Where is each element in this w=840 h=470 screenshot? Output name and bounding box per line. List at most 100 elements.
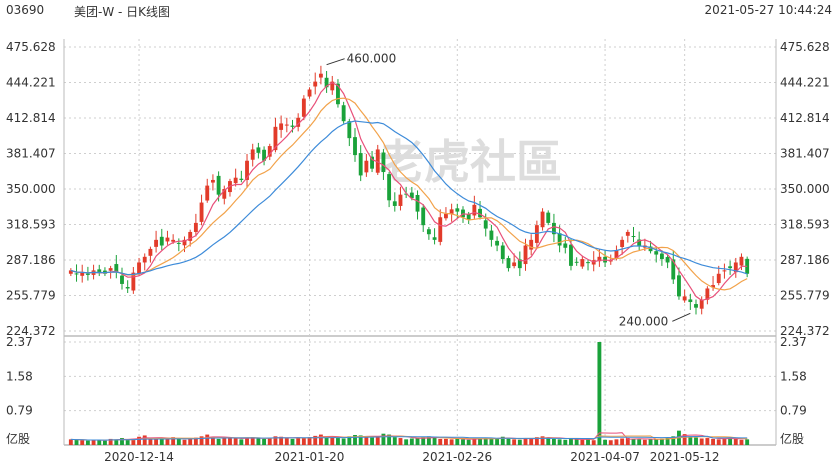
price-tick-label: 287.186 [780,253,830,267]
candle-body [688,299,693,303]
candle-body [318,73,323,78]
candle-body [625,231,630,236]
candle-body [637,239,642,246]
moving-average-lines [70,82,748,441]
volume-bar [120,438,124,445]
candle-body [80,272,85,276]
candle-body [671,259,676,280]
volume-bar [341,438,346,445]
candle-body [614,250,619,259]
candle-body [409,192,414,199]
ma5-line [70,82,748,302]
volume-bar [267,438,272,445]
candle-body [239,178,244,180]
volume-bar [426,436,431,445]
candle-body [114,264,119,272]
volume-bar [176,438,181,445]
volume-bar [318,434,323,445]
volume-bar [108,438,113,445]
candle-body [677,275,681,297]
candle-body [586,262,590,264]
volume-bar [546,437,551,445]
date-tick-label: 2021-04-07 [570,450,640,464]
volume-bar [614,439,619,445]
price-tick-label: 381.407 [6,147,56,161]
volume-bar [444,438,448,445]
volume-bar [455,438,460,445]
candle-body [694,304,698,308]
candle-body [199,202,204,222]
volume-bar [432,437,437,445]
candle-body [648,246,653,252]
volume-unit-label: 亿股 [780,431,804,446]
candle-body [444,213,448,219]
volume-bar [580,439,585,445]
candle-body [517,259,522,269]
volume-bar [74,439,79,445]
price-tick-label: 318.593 [6,218,56,232]
volume-bar [586,439,590,445]
volume-bar [193,437,198,445]
volume-bar [631,438,636,445]
volume-bar [375,436,380,445]
price-tick-label: 224.372 [6,324,56,338]
candle-body [665,257,670,263]
volume-bar [239,439,244,445]
volume-bar [705,438,710,445]
volume-bar [563,439,568,445]
volume-bar [165,438,170,445]
volume-bar [91,440,96,445]
volume-tick-label: 0.79 [780,404,807,418]
volume-bar [637,439,642,445]
volume-bar [210,437,215,445]
volume-bar [569,438,573,445]
candle-body [699,299,704,309]
candle-body [262,149,267,161]
price-tick-label: 444.221 [6,76,56,90]
volume-bar [216,438,221,445]
candle-body [313,81,318,87]
volume-tick-label: 2.37 [780,335,807,349]
high-label: 460.000 [347,52,397,66]
volume-bar [381,433,386,445]
volume-tick-label: 1.58 [6,369,33,383]
candle-body [370,156,374,169]
volume-bar [313,435,318,445]
volume-bar [222,438,227,445]
volume-bar [182,439,187,445]
candle-body [279,123,284,130]
volume-bar [682,434,687,445]
candle-body [267,146,272,157]
candle-body [148,248,153,256]
volume-bar [330,437,335,445]
volume-bar [733,438,738,445]
volume-bar [472,438,477,445]
candle-body [540,211,545,228]
candle-body [205,185,210,201]
candle-body [154,239,159,247]
candle-body [631,236,636,238]
date-tick-label: 2021-05-12 [650,450,720,464]
candle-body [245,160,249,180]
candle-body [574,261,579,263]
candle-body [722,270,727,272]
volume-bar [409,438,414,445]
candle-body [222,189,227,199]
volume-bar [137,436,141,445]
candle-body [478,208,482,218]
candle-body [216,175,221,195]
volume-bar [523,438,528,445]
candle-body [137,262,141,274]
volume-bar [659,438,664,445]
candle-body [546,212,551,223]
candle-body [506,258,511,269]
volume-bar [421,437,426,445]
high-marker-line [326,58,345,66]
volume-bar [722,438,727,445]
volume-bar [80,440,85,445]
candle-body [739,256,744,266]
price-tick-label: 350.000 [780,182,830,196]
annotations: 460.000 240.000 [326,52,691,328]
candle-body [472,204,477,216]
candle-body [449,209,454,214]
